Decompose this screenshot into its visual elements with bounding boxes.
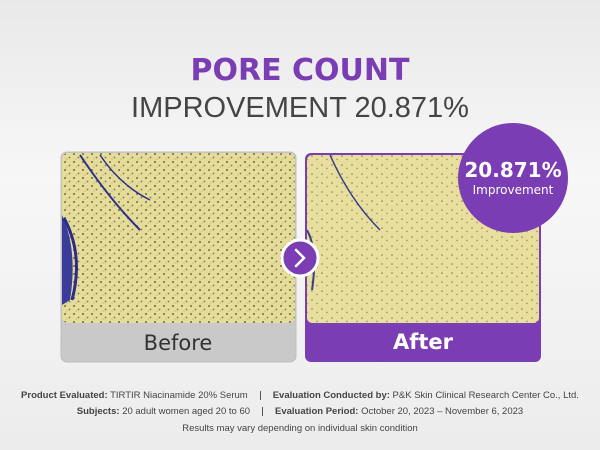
subtitle: IMPROVEMENT 20.871% <box>131 92 469 124</box>
panel-label: Before <box>144 331 213 355</box>
footer-text: 20 adult women aged 20 to 60 <box>122 406 251 417</box>
badge-value: 20.871% <box>464 158 561 182</box>
badge: 20.871% Improvement <box>458 123 568 233</box>
footer-text: P&K Skin Clinical Research Center Co., L… <box>392 390 579 401</box>
footer-text: TIRTIR Niacinamide 20% Serum <box>110 390 248 401</box>
footer-line: Subjects: 20 adult women aged 20 to 60 Ev… <box>0 406 600 417</box>
footer-label: Evaluation Conducted by: <box>272 390 390 401</box>
footer-note: Results may vary depending on individual… <box>182 423 418 434</box>
badge-label: Improvement <box>473 183 554 197</box>
footer-label: Product Evaluated: <box>21 390 108 401</box>
before-panel: Before <box>60 151 297 363</box>
arrow-icon <box>280 238 320 278</box>
footer-label: Evaluation Period: <box>275 406 359 417</box>
footer-text: October 20, 2023 – November 6, 2023 <box>361 406 524 417</box>
footer-line: Product Evaluated: TIRTIR Niacinamide 20… <box>0 390 600 401</box>
title: PORE COUNT <box>191 53 411 88</box>
footer-label: Subjects: <box>76 406 120 417</box>
panel-label: After <box>393 330 454 354</box>
